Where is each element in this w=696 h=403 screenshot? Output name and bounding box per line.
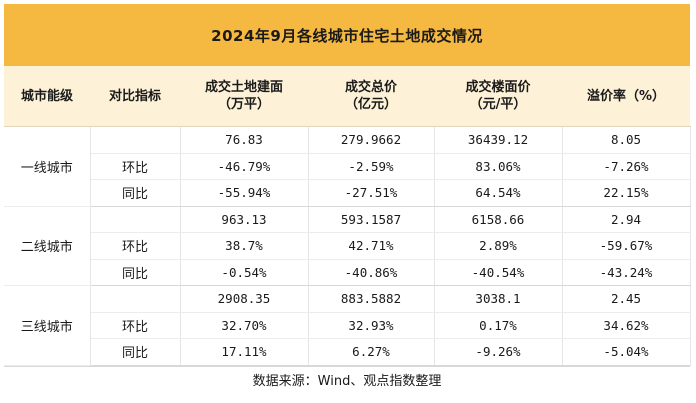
city-tier-cell: 三线城市 (4, 285, 91, 366)
value-cell: 36439.12 (434, 126, 563, 154)
value-cell: 22.15% (562, 179, 691, 207)
value-cell: 2.45 (562, 285, 691, 313)
table-row: 一线城市 76.83 279.9662 36439.12 8.05 (4, 126, 691, 207)
metric-cell: 同比 (90, 259, 181, 286)
city-tier-cell: 二线城市 (4, 206, 91, 286)
value-cell: 883.5882 (308, 285, 435, 313)
value-cell: -0.54% (180, 259, 309, 286)
value-cell: -40.54% (434, 259, 563, 286)
header-row: 城市能级 对比指标 成交土地建面 （万平） 成交总价 （亿元） 成交楼面价 （元/平）… (4, 66, 690, 127)
land-transaction-table: 城市能级 对比指标 成交土地建面 （万平） 成交总价 （亿元） 成交楼面价 （元/平）… (4, 66, 691, 366)
table-row: 同比 -55.94% -27.51% 64.54% 22.15% (4, 179, 691, 207)
table-row: 环比 -46.79% -2.59% 83.06% -7.26% (4, 153, 691, 180)
header-total-price: 成交总价 （亿元） (308, 66, 434, 127)
header-metric: 对比指标 (90, 66, 180, 127)
value-cell: 32.70% (180, 312, 309, 339)
value-cell: -27.51% (308, 179, 435, 207)
table-row: 环比 32.70% 32.93% 0.17% 34.62% (4, 312, 691, 339)
value-cell: 6.27% (308, 338, 435, 366)
metric-cell: 环比 (90, 232, 181, 260)
value-cell: -43.24% (562, 259, 691, 286)
value-cell: -7.26% (562, 153, 691, 180)
value-cell: 76.83 (180, 126, 309, 154)
value-cell: 38.7% (180, 232, 309, 260)
data-table-card: 2024年9月各线城市住宅土地成交情况 城市能级 对比指标 成交土地建面 （万平）… (4, 4, 691, 399)
value-cell: 593.1587 (308, 206, 435, 233)
table-row: 环比 38.7% 42.71% 2.89% -59.67% (4, 232, 691, 260)
metric-cell: 环比 (90, 153, 181, 180)
data-source-note: 数据来源：Wind、观点指数整理 (4, 365, 690, 393)
value-cell: 0.17% (434, 312, 563, 339)
value-cell: 42.71% (308, 232, 435, 260)
value-cell: 83.06% (434, 153, 563, 180)
metric-cell (90, 206, 181, 233)
header-land-area: 成交土地建面 （万平） (180, 66, 308, 127)
value-cell: -55.94% (180, 179, 309, 207)
header-city-tier: 城市能级 (4, 66, 90, 127)
value-cell: -5.04% (562, 338, 691, 366)
value-cell: 8.05 (562, 126, 691, 154)
city-tier-cell: 一线城市 (4, 126, 91, 207)
table-title: 2024年9月各线城市住宅土地成交情况 (4, 4, 690, 66)
value-cell: 2.94 (562, 206, 691, 233)
table-row: 同比 17.11% 6.27% -9.26% -5.04% (4, 338, 691, 366)
metric-cell: 同比 (90, 179, 181, 207)
value-cell: 34.62% (562, 312, 691, 339)
value-cell: 3038.1 (434, 285, 563, 313)
table-row: 同比 -0.54% -40.86% -40.54% -43.24% (4, 259, 691, 286)
value-cell: -59.67% (562, 232, 691, 260)
value-cell: -9.26% (434, 338, 563, 366)
metric-cell (90, 126, 181, 154)
value-cell: 32.93% (308, 312, 435, 339)
value-cell: 2.89% (434, 232, 563, 260)
metric-cell: 环比 (90, 312, 181, 339)
value-cell: 2908.35 (180, 285, 309, 313)
metric-cell: 同比 (90, 338, 181, 366)
value-cell: -2.59% (308, 153, 435, 180)
header-floor-price: 成交楼面价 （元/平） (434, 66, 562, 127)
value-cell: 963.13 (180, 206, 309, 233)
value-cell: 17.11% (180, 338, 309, 366)
value-cell: 6158.66 (434, 206, 563, 233)
value-cell: 279.9662 (308, 126, 435, 154)
table-row: 二线城市 963.13 593.1587 6158.66 2.94 (4, 206, 691, 286)
table-row: 三线城市 2908.35 883.5882 3038.1 2.45 (4, 285, 691, 366)
header-premium-rate: 溢价率（%） (562, 66, 690, 127)
value-cell: -40.86% (308, 259, 435, 286)
value-cell: 64.54% (434, 179, 563, 207)
metric-cell (90, 285, 181, 313)
value-cell: -46.79% (180, 153, 309, 180)
